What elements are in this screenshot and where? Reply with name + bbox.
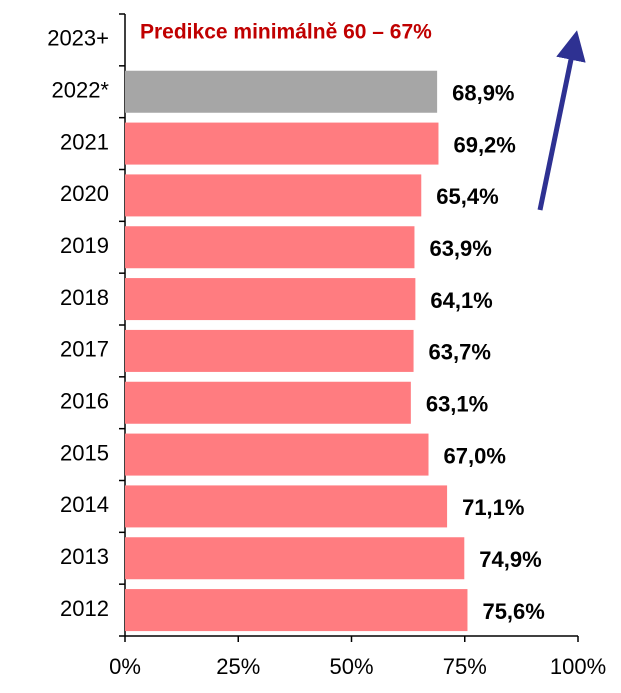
value-label: 63,9% xyxy=(429,236,491,261)
value-label: 68,9% xyxy=(452,81,514,106)
value-label: 63,1% xyxy=(426,392,488,417)
value-label: 64,1% xyxy=(430,288,492,313)
y-tick-label: 2012 xyxy=(60,596,109,621)
value-label: 63,7% xyxy=(429,340,491,365)
y-tick-label: 2014 xyxy=(60,492,109,517)
x-tick-label: 75% xyxy=(443,654,487,679)
value-label: 74,9% xyxy=(479,547,541,572)
bar xyxy=(125,329,414,372)
bar xyxy=(125,174,422,217)
annotation: Predikce minimálně 60 – 67% xyxy=(140,21,432,44)
bar xyxy=(125,485,448,528)
value-label: 69,2% xyxy=(453,132,515,157)
bar xyxy=(125,70,438,113)
bar xyxy=(125,122,439,165)
x-tick-label: 0% xyxy=(109,654,141,679)
y-tick-label: 2023+ xyxy=(47,26,109,51)
value-label: 67,0% xyxy=(444,443,506,468)
trend-arrow xyxy=(537,30,586,211)
y-tick-label: 2021 xyxy=(60,129,109,154)
bar xyxy=(125,589,468,632)
y-tick-label: 2022* xyxy=(51,78,109,103)
bar xyxy=(125,433,429,476)
y-tick-label: 2016 xyxy=(60,389,109,414)
bar xyxy=(125,278,416,321)
x-tick-label: 50% xyxy=(329,654,373,679)
value-label: 65,4% xyxy=(436,184,498,209)
value-label: 71,1% xyxy=(462,495,524,520)
y-tick-label: 2018 xyxy=(60,285,109,310)
y-tick-label: 2020 xyxy=(60,181,109,206)
bar xyxy=(125,537,465,580)
bar xyxy=(125,381,411,424)
y-tick-label: 2019 xyxy=(60,233,109,258)
y-tick-label: 2015 xyxy=(60,440,109,465)
x-tick-label: 25% xyxy=(216,654,260,679)
y-tick-label: 2017 xyxy=(60,337,109,362)
y-tick-label: 2013 xyxy=(60,544,109,569)
value-label: 75,6% xyxy=(482,599,544,624)
x-tick-label: 100% xyxy=(550,654,606,679)
bar xyxy=(125,226,415,269)
